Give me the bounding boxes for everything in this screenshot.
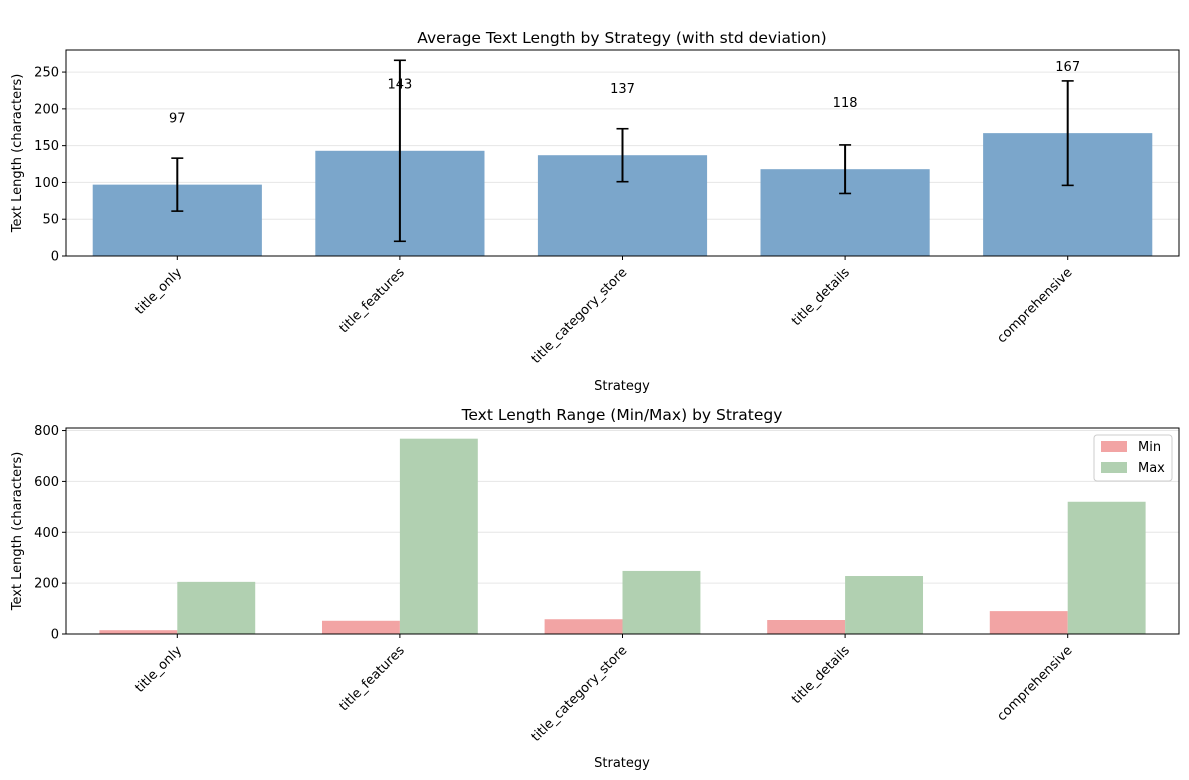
y-tick-label: 0: [51, 250, 59, 265]
chart1-x-ticks: title_only title_features title_category_s…: [133, 256, 1076, 367]
y-tick-label: 50: [42, 213, 59, 228]
x-tick-label-title_features: title_features: [337, 643, 408, 714]
x-tick-label-title_details: title_details: [789, 265, 853, 329]
x-tick-label-title_features: title_features: [337, 265, 408, 336]
bar-min-title_features: [321, 620, 400, 634]
bar-min-comprehensive: [989, 611, 1068, 634]
bar-max-title_details: [845, 576, 924, 634]
value-label-title_details: 118: [833, 96, 858, 111]
x-tick-label-title_category_store: title_category_store: [529, 265, 631, 367]
y-tick-label: 200: [34, 102, 59, 117]
x-tick-label-title_details: title_details: [789, 643, 853, 707]
chart2-legend: Min Max: [1093, 434, 1173, 482]
chart2-bars: [99, 438, 1146, 634]
bar-min-title_category_store: [544, 619, 623, 634]
y-tick-label: 0: [51, 628, 59, 643]
x-tick-label-comprehensive: comprehensive: [994, 265, 1075, 346]
bar-max-title_category_store: [622, 570, 701, 634]
y-tick-label: 800: [34, 424, 59, 439]
chart1-value-labels: 97 143 137 118 167: [169, 60, 1080, 127]
chart2-y-ticks: 0 200 400 600 800: [34, 424, 66, 643]
chart2-xlabel: Strategy: [594, 756, 650, 771]
bar-min-title_only: [99, 630, 178, 634]
value-label-comprehensive: 167: [1055, 60, 1080, 75]
x-tick-label-title_category_store: title_category_store: [529, 643, 631, 745]
bar-max-comprehensive: [1067, 501, 1146, 634]
legend-label-max: Max: [1138, 461, 1165, 476]
value-label-title_only: 97: [169, 111, 186, 126]
x-tick-label-title_only: title_only: [133, 643, 186, 696]
x-tick-label-title_only: title_only: [133, 265, 186, 318]
y-tick-label: 100: [34, 176, 59, 191]
y-tick-label: 150: [34, 139, 59, 154]
chart2-x-ticks: title_only title_features title_category_s…: [133, 634, 1076, 745]
chart2-title: Text Length Range (Min/Max) by Strategy: [461, 406, 783, 424]
y-tick-label: 200: [34, 577, 59, 592]
y-tick-label: 250: [34, 66, 59, 81]
value-label-title_category_store: 137: [610, 82, 635, 97]
chart1-title: Average Text Length by Strategy (with st…: [417, 29, 826, 47]
bar-max-title_only: [177, 581, 256, 634]
min-max-range-chart: Text Length Range (Min/Max) by Strategy …: [10, 406, 1180, 771]
legend-swatch-max: [1101, 462, 1127, 473]
bar-min-title_details: [767, 620, 846, 634]
y-tick-label: 400: [34, 526, 59, 541]
legend-swatch-min: [1101, 441, 1127, 452]
legend-label-min: Min: [1138, 440, 1161, 455]
average-length-chart: Average Text Length by Strategy (with st…: [10, 29, 1180, 394]
y-tick-label: 600: [34, 475, 59, 490]
bar-max-title_features: [399, 438, 478, 634]
value-label-title_features: 143: [387, 78, 412, 93]
chart1-xlabel: Strategy: [594, 379, 650, 394]
chart1-error-bars: [171, 59, 1074, 243]
chart2-ylabel: Text Length (characters): [10, 452, 25, 612]
chart1-ylabel: Text Length (characters): [10, 74, 25, 234]
x-tick-label-comprehensive: comprehensive: [994, 643, 1075, 724]
chart1-y-ticks: 0 50 100 150 200 250: [34, 66, 66, 265]
